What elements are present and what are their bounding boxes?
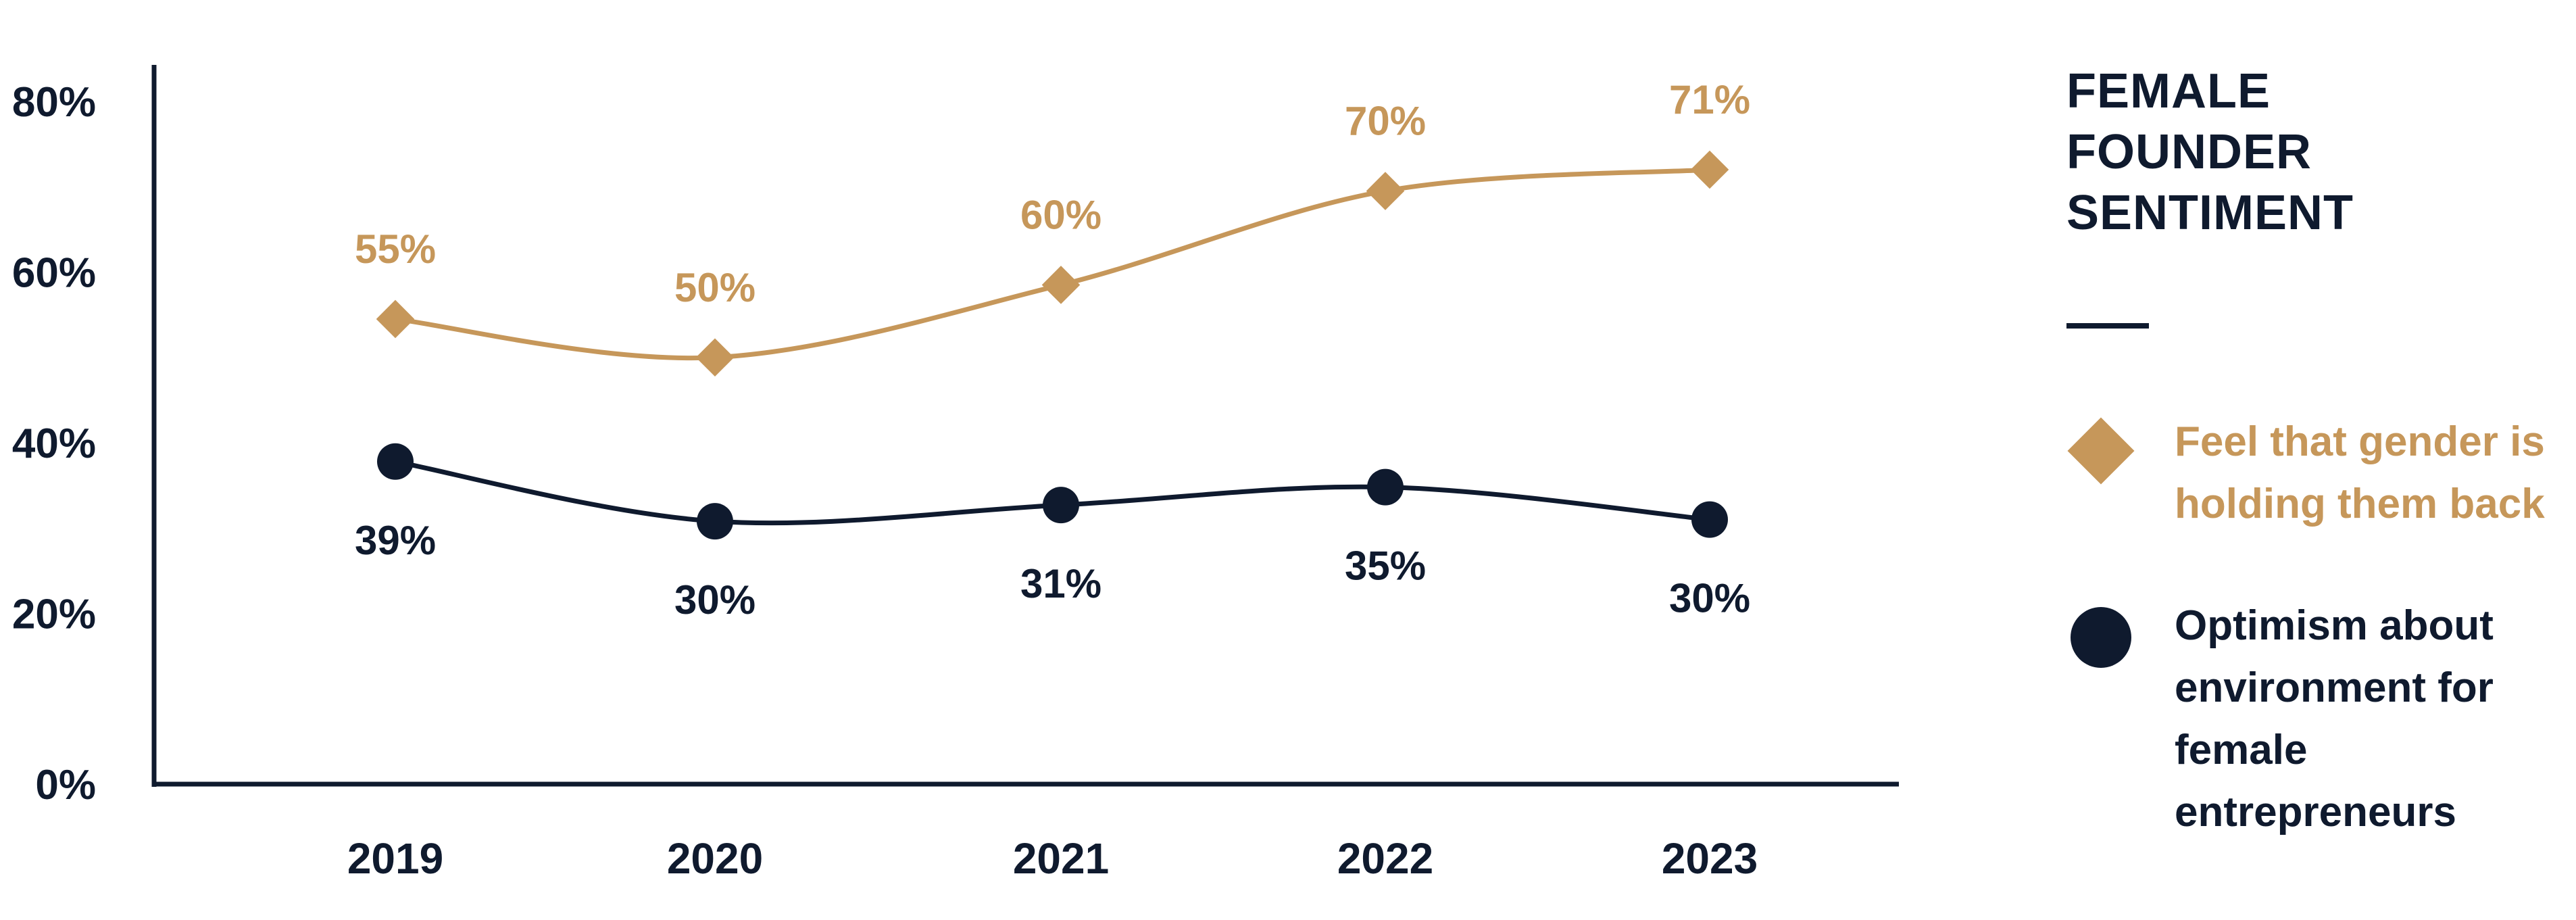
y-tick-label: 0% bbox=[35, 762, 96, 808]
data-point-diamond bbox=[695, 338, 735, 377]
data-label-gender: 50% bbox=[674, 265, 756, 310]
y-tick-label: 20% bbox=[12, 591, 96, 638]
series-layer bbox=[376, 150, 1729, 540]
y-axis-ticks: 0% 20% 40% 60% 80% bbox=[12, 79, 96, 808]
data-label-optimism: 30% bbox=[674, 577, 756, 623]
chart-title-line-2: FOUNDER bbox=[2066, 125, 2312, 179]
data-label-gender: 70% bbox=[1345, 99, 1426, 144]
legend-diamond-marker bbox=[2067, 417, 2135, 485]
data-point-diamond bbox=[1366, 172, 1405, 210]
line-chart: 0%20%40%60%80% 2019 2020 2021 2022 2023 55%5… bbox=[12, 65, 1899, 883]
chart-title-line-1: FEMALE bbox=[2066, 64, 2271, 118]
x-tick-label: 2019 bbox=[347, 834, 443, 883]
chart-title-line-3: SENTIMENT bbox=[2066, 186, 2354, 240]
y-tick-label: 60% bbox=[12, 250, 96, 297]
data-point-diamond bbox=[376, 299, 415, 339]
x-axis-ticks: 2019 2020 2021 2022 2023 bbox=[347, 834, 1758, 883]
data-point-circle bbox=[1367, 468, 1404, 506]
legend-label-optimism-line-3: female entrepreneurs bbox=[2175, 727, 2456, 836]
legend-label-gender: Feel that gender is holding them back bbox=[2175, 411, 2567, 535]
data-label-optimism: 31% bbox=[1020, 561, 1101, 606]
data-point-diamond bbox=[1041, 266, 1081, 304]
x-tick-label: 2020 bbox=[667, 834, 763, 883]
legend-label-gender-line-2: holding them back bbox=[2175, 481, 2545, 527]
data-point-circle bbox=[1691, 501, 1728, 538]
legend: FEMALE FOUNDER SENTIMENT Feel that gende… bbox=[2066, 0, 2567, 920]
legend-label-optimism: Optimism about environment for female en… bbox=[2175, 595, 2567, 844]
legend-label-gender-line-1: Feel that gender is bbox=[2175, 418, 2545, 465]
data-label-optimism: 35% bbox=[1345, 543, 1426, 589]
x-tick-label: 2023 bbox=[1662, 834, 1758, 883]
legend-divider bbox=[2066, 323, 2149, 329]
y-tick-label: 40% bbox=[12, 420, 96, 467]
data-label-optimism: 39% bbox=[355, 518, 436, 563]
x-tick-label: 2021 bbox=[1013, 834, 1109, 883]
data-labels: 55% 50% 60% 70% 71% 39% 30% 31% 35% 30% bbox=[355, 77, 1750, 623]
legend-circle-marker bbox=[2071, 607, 2131, 668]
data-point-circle bbox=[377, 443, 414, 480]
data-label-optimism: 30% bbox=[1669, 576, 1750, 621]
data-label-gender: 55% bbox=[355, 226, 436, 272]
data-label-gender: 60% bbox=[1020, 192, 1101, 237]
y-tick-label: 80% bbox=[12, 79, 96, 126]
legend-label-optimism-line-1: Optimism about bbox=[2175, 602, 2494, 649]
data-point-circle bbox=[1043, 487, 1079, 524]
x-tick-label: 2022 bbox=[1337, 834, 1433, 883]
data-point-diamond bbox=[1690, 150, 1729, 189]
legend-label-optimism-line-2: environment for bbox=[2175, 664, 2494, 711]
data-label-gender: 71% bbox=[1669, 77, 1750, 122]
chart-title: FEMALE FOUNDER SENTIMENT bbox=[2066, 61, 2553, 243]
data-point-circle bbox=[697, 503, 733, 540]
